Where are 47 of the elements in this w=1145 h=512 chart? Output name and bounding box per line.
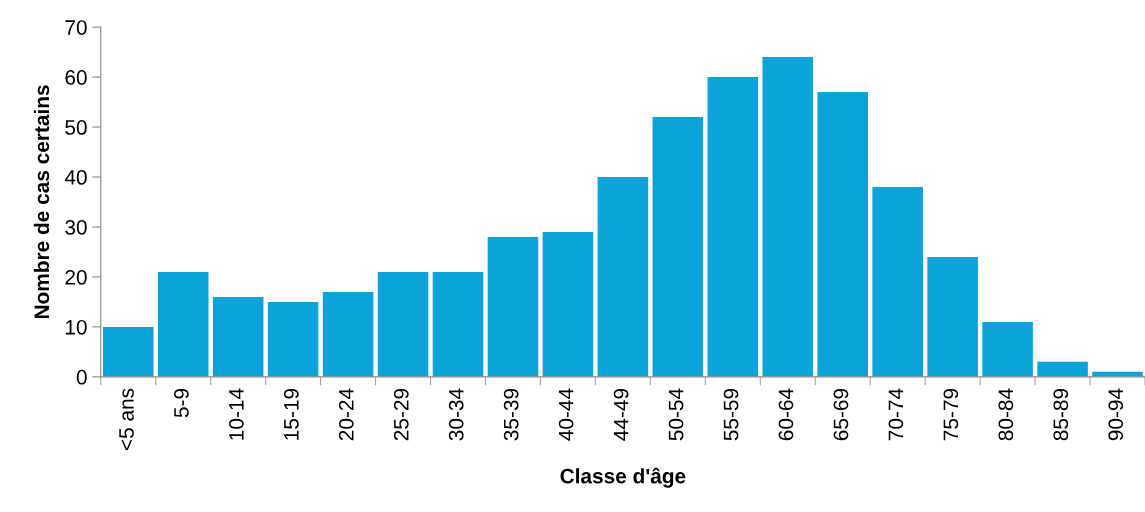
y-tick-label: 30 bbox=[65, 219, 87, 235]
x-tick-label: 65-69 bbox=[833, 388, 849, 441]
x-tick-label: 55-59 bbox=[723, 388, 739, 441]
bar bbox=[707, 77, 759, 377]
x-tick-label: 85-89 bbox=[1053, 388, 1069, 441]
bar bbox=[102, 326, 154, 377]
x-tick-label: 80-84 bbox=[998, 388, 1014, 441]
bar bbox=[762, 57, 814, 377]
x-tick-label: 50-54 bbox=[668, 388, 684, 441]
bar bbox=[652, 117, 704, 377]
y-tick-label: 20 bbox=[65, 269, 87, 285]
x-tick-label: 75-79 bbox=[943, 388, 959, 441]
x-tick-label: 5-9 bbox=[174, 388, 189, 418]
y-tick-label: 10 bbox=[65, 319, 87, 335]
bar bbox=[157, 271, 209, 377]
bar bbox=[212, 296, 264, 377]
x-axis-title: Classe d'âge bbox=[560, 467, 686, 488]
bar bbox=[487, 236, 539, 377]
bar bbox=[322, 291, 374, 377]
y-tick-label: 50 bbox=[65, 120, 87, 135]
x-tick-label: 30-34 bbox=[448, 388, 464, 441]
bar bbox=[927, 256, 978, 377]
x-tick-label: 15-19 bbox=[283, 388, 299, 440]
x-tick-label: 35-39 bbox=[503, 388, 519, 441]
y-tick-label: 60 bbox=[65, 70, 87, 85]
x-tick-label: 60-64 bbox=[778, 388, 794, 441]
bar bbox=[432, 271, 484, 377]
bar bbox=[542, 231, 594, 377]
x-tick-label: 25-29 bbox=[393, 388, 409, 441]
bar bbox=[872, 187, 923, 377]
bar bbox=[982, 321, 1033, 377]
bar bbox=[817, 92, 868, 377]
bar bbox=[267, 301, 319, 377]
x-tick-label: 70-74 bbox=[888, 388, 904, 441]
x-tick-label: 20-24 bbox=[338, 388, 354, 441]
y-tick-label: 40 bbox=[64, 170, 87, 185]
y-axis-title: Nombre de cas certains bbox=[33, 85, 50, 319]
x-tick-label: 10-14 bbox=[229, 388, 244, 440]
x-tick-label: 44-49 bbox=[613, 388, 629, 441]
bar bbox=[377, 271, 429, 377]
bar bbox=[597, 177, 649, 377]
y-tick-label: 0 bbox=[76, 369, 87, 385]
x-tick-label: 90-94 bbox=[1108, 388, 1124, 441]
x-tick-label: 40-44 bbox=[558, 388, 574, 441]
y-tick-label: 70 bbox=[65, 20, 87, 35]
x-tick-label: <5 ans bbox=[119, 388, 134, 451]
bar bbox=[1037, 361, 1088, 377]
